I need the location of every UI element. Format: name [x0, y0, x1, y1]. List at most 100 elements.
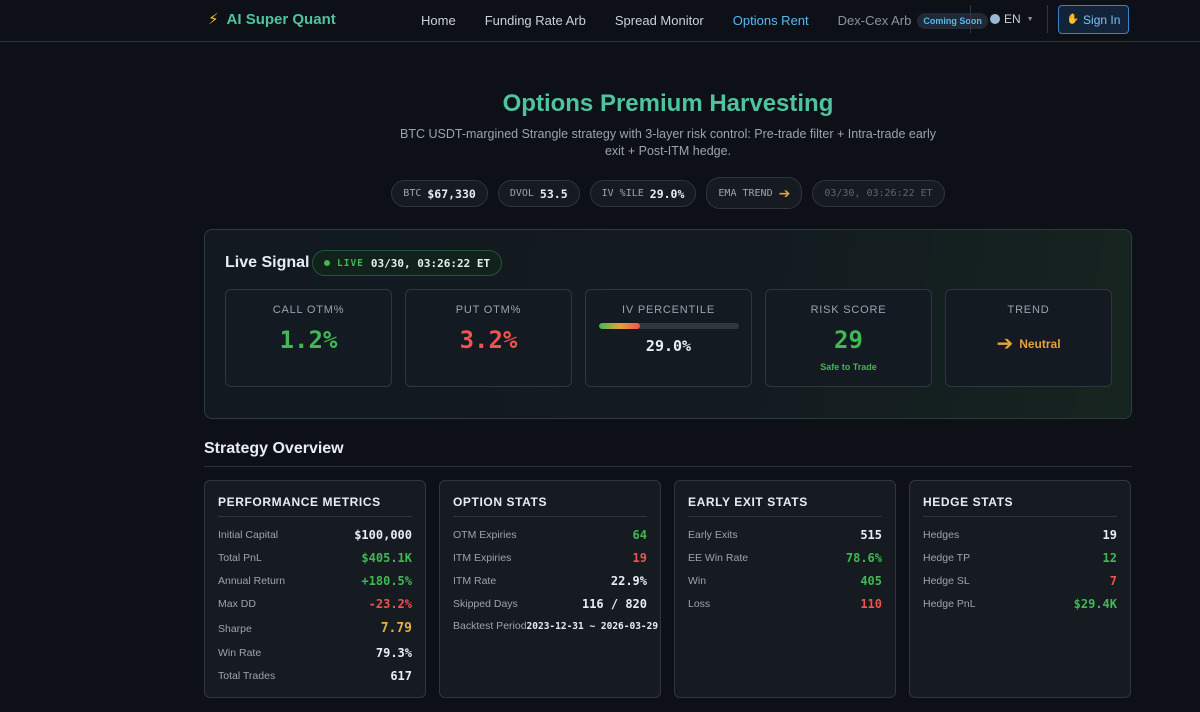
- live-time: 03/30, 03:26:22 ET: [370, 256, 491, 270]
- nav-divider: [1047, 5, 1048, 33]
- brand-logo[interactable]: ⚡ AI Super Quant: [208, 10, 336, 29]
- page-subtitle: BTC USDT-margined Strangle strategy with…: [400, 127, 936, 158]
- stat-value: 19: [1102, 528, 1117, 542]
- stat-label: Annual Return: [218, 575, 286, 587]
- stat-value: 22.9%: [610, 574, 647, 588]
- live-dot-icon: [324, 260, 330, 266]
- nav-link-dex-cex-arb: Dex-Cex Arb: [837, 13, 912, 28]
- dvol-label: DVOL: [509, 188, 534, 199]
- ema-label: EMA TREND: [718, 187, 773, 199]
- stat-value: 110: [860, 597, 882, 611]
- ticker-row: BTC $67,330 DVOL 53.5 IV %ILE 29.0% EMA …: [0, 177, 1200, 209]
- top-nav: ⚡ AI Super Quant Home Funding Rate Arb S…: [0, 0, 1200, 42]
- stat-value: 79.3%: [375, 646, 412, 660]
- nav-link-funding-rate-arb[interactable]: Funding Rate Arb: [484, 13, 586, 28]
- stat-value: 617: [390, 669, 412, 683]
- timestamp: 03/30, 03:26:22 ET: [824, 188, 933, 199]
- stat-label: Win Rate: [218, 647, 262, 659]
- iv-percentile-pill: IV %ILE 29.0%: [589, 180, 697, 207]
- trend-value: Neutral: [1019, 336, 1061, 351]
- risk-score-label: RISK SCORE: [810, 304, 887, 316]
- btc-value: $67,330: [427, 186, 476, 201]
- ema-trend-pill: EMA TREND ➔: [706, 177, 803, 209]
- stat-row: Win 405: [688, 574, 882, 588]
- arrow-right-icon: ➔: [778, 184, 791, 201]
- stat-label: Sharpe: [218, 622, 252, 635]
- sign-in-button[interactable]: ✋ Sign In: [1058, 5, 1129, 34]
- stat-value: 116 / 820: [581, 597, 647, 611]
- stat-row: Sharpe 7.79: [218, 621, 412, 636]
- stat-value: $405.1K: [361, 551, 412, 565]
- stat-label: Loss: [688, 598, 711, 610]
- stat-label: Total Trades: [218, 670, 276, 682]
- iv-percentile-bar: [599, 323, 739, 329]
- stat-row: Skipped Days 116 / 820: [453, 597, 647, 611]
- hand-icon: ✋: [1066, 14, 1080, 25]
- stat-row: Total PnL $405.1K: [218, 551, 412, 565]
- stat-row: Win Rate 79.3%: [218, 646, 412, 660]
- stat-row: Hedge PnL $29.4K: [923, 597, 1117, 611]
- call-otm-card: CALL OTM% 1.2%: [225, 289, 392, 387]
- stat-label: ITM Rate: [453, 575, 497, 587]
- put-otm-value: 3.2%: [459, 326, 518, 354]
- nav-divider: [970, 5, 971, 33]
- stat-value: +180.5%: [361, 574, 412, 588]
- stat-label: Skipped Days: [453, 598, 518, 610]
- stat-value: 2023-12-31 ~ 2026-03-29: [526, 620, 659, 632]
- trend-indicator: ➔ Neutral: [946, 331, 1111, 356]
- live-badge: LIVE 03/30, 03:26:22 ET: [312, 250, 503, 276]
- nav-link-options-rent[interactable]: Options Rent: [732, 13, 809, 28]
- stat-label: OTM Expiries: [453, 529, 517, 541]
- option-stats-card: OPTION STATS OTM Expiries 64 ITM Expirie…: [439, 480, 661, 698]
- card-title: OPTION STATS: [453, 495, 647, 517]
- page-title: Options Premium Harvesting: [502, 90, 834, 117]
- live-signal-title: Live Signal: [225, 254, 310, 271]
- brand-name: AI Super Quant: [226, 10, 336, 28]
- live-label: LIVE: [337, 257, 364, 269]
- stat-row: Hedges 19: [923, 528, 1117, 542]
- stat-row: Early Exits 515: [688, 528, 882, 542]
- stat-label: Total PnL: [218, 552, 262, 564]
- globe-icon: [990, 14, 1000, 24]
- trend-label: TREND: [1007, 304, 1050, 316]
- timestamp-pill: 03/30, 03:26:22 ET: [812, 180, 945, 207]
- stat-row: Max DD -23.2%: [218, 597, 412, 611]
- stat-label: Early Exits: [688, 529, 738, 541]
- card-title: HEDGE STATS: [923, 495, 1117, 517]
- stat-value: 19: [632, 551, 647, 565]
- iv-percentile-fill: [599, 323, 640, 329]
- btc-label: BTC: [403, 188, 422, 199]
- stat-label: Hedge PnL: [923, 598, 976, 610]
- stat-label: Hedge SL: [923, 575, 970, 587]
- stat-value: 7: [1109, 574, 1117, 588]
- card-title: EARLY EXIT STATS: [688, 495, 882, 517]
- arrow-right-icon: ➔: [996, 333, 1014, 355]
- stat-label: Win: [688, 575, 707, 587]
- stat-row: Hedge TP 12: [923, 551, 1117, 565]
- language-selector[interactable]: EN ▼: [990, 12, 1034, 26]
- stat-value: 7.79: [380, 621, 412, 636]
- nav-link-spread-monitor[interactable]: Spread Monitor: [614, 13, 704, 28]
- stat-row: ITM Expiries 19: [453, 551, 647, 565]
- risk-status: Safe to Trade: [820, 362, 877, 372]
- stat-row: Backtest Period 2023-12-31 ~ 2026-03-29: [453, 620, 658, 632]
- iv-label: IV %ILE: [601, 188, 644, 199]
- stat-row: Initial Capital $100,000: [218, 528, 412, 542]
- stat-value: 78.6%: [845, 551, 882, 565]
- nav-links: Home Funding Rate Arb Spread Monitor Opt…: [421, 12, 988, 29]
- call-otm-label: CALL OTM%: [272, 304, 345, 316]
- stat-label: Initial Capital: [218, 529, 279, 541]
- strategy-overview-title: Strategy Overview: [204, 440, 344, 457]
- stat-value: 515: [860, 528, 882, 542]
- stat-row: Total Trades 617: [218, 669, 412, 683]
- stat-label: Hedges: [923, 529, 960, 541]
- nav-link-home[interactable]: Home: [421, 13, 456, 28]
- performance-metrics-card: PERFORMANCE METRICS Initial Capital $100…: [204, 480, 426, 698]
- stat-row: Loss 110: [688, 597, 882, 611]
- coming-soon-badge: Coming Soon: [917, 13, 988, 29]
- iv-value: 29.0%: [649, 186, 685, 201]
- dvol-value: 53.5: [539, 186, 568, 201]
- stat-value: 405: [860, 574, 882, 588]
- dvol-pill: DVOL 53.5: [497, 180, 580, 207]
- stat-row: EE Win Rate 78.6%: [688, 551, 882, 565]
